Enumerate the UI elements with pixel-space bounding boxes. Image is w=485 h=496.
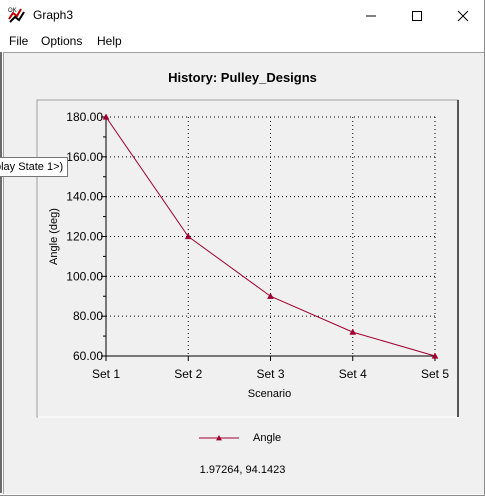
window-title: Graph3 (33, 8, 74, 22)
maximize-icon (412, 10, 422, 21)
x-axis-label: Scenario (248, 388, 291, 400)
data-point[interactable] (349, 328, 357, 335)
chart-panel (3, 52, 484, 494)
y-tick-label: 120.00 (66, 230, 103, 244)
x-tick-label: Set 3 (256, 367, 284, 381)
y-tick-label: 60.00 (73, 349, 103, 363)
svg-text:OK: OK (8, 8, 17, 14)
data-point[interactable] (431, 352, 439, 359)
y-tick-label: 100.00 (66, 269, 103, 283)
x-tick-label: Set 2 (174, 367, 202, 381)
data-point[interactable] (267, 292, 274, 299)
minimize-icon (366, 15, 376, 16)
legend-swatch-marker (216, 435, 222, 441)
tooltip: play State 1>) (0, 157, 69, 177)
y-tick-label: 80.00 (73, 309, 103, 323)
close-button[interactable] (440, 0, 485, 31)
y-tick-label: 140.00 (66, 190, 103, 204)
data-point[interactable] (102, 113, 110, 120)
menu-file[interactable]: File (9, 34, 29, 48)
title-bar[interactable]: OK Graph3 (0, 0, 484, 31)
x-tick-label: Set 1 (92, 367, 120, 381)
window-edge (0, 52, 2, 493)
y-axis-label: Angle (deg) (48, 208, 60, 265)
y-tick-label: 160.00 (66, 150, 103, 164)
data-point[interactable] (184, 232, 192, 240)
menu-bar: File Options Help (0, 31, 484, 51)
graph-app-icon[interactable]: OK (8, 6, 26, 24)
cursor-coordinates: 1.97264, 94.1423 (199, 464, 286, 476)
chart-title: History: Pulley_Designs (168, 70, 317, 85)
menu-options[interactable]: Options (41, 34, 83, 48)
close-icon (457, 10, 469, 21)
x-tick-label: Set 4 (339, 367, 367, 381)
x-tick-label: Set 5 (421, 367, 449, 381)
maximize-button[interactable] (394, 0, 440, 31)
y-tick-label: 180.00 (66, 110, 103, 124)
menu-help[interactable]: Help (97, 34, 122, 48)
minimize-button[interactable] (348, 0, 394, 31)
legend-label-angle: Angle (253, 432, 282, 444)
